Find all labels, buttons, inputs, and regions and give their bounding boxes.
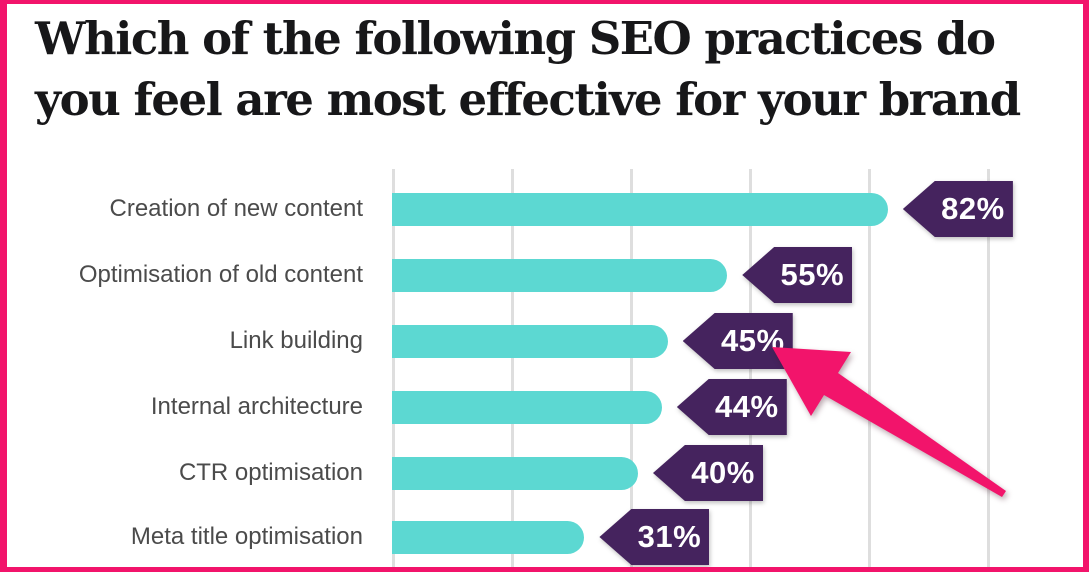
bar [392,324,668,358]
category-label: Optimisation of old content [78,261,363,288]
bar [392,520,585,554]
category-label: CTR optimisation [178,459,363,486]
chart-row: CTR optimisation 40% [7,445,1083,501]
category-label: Link building [229,327,363,354]
chart-row: Link building 45% [7,313,1083,369]
gridline [392,169,395,567]
value-label: 82% [941,191,1005,226]
value-label: 40% [691,455,755,490]
value-label: 55% [780,257,845,292]
chart-row: Meta title optimisation 31% [7,509,1083,565]
bar [392,390,662,424]
bar [392,258,728,292]
value-label: 31% [637,519,702,554]
chart-title-line-2: you feel are most effective for your bra… [35,73,1021,126]
chart-title: Which of the following SEO practices do … [35,8,1021,130]
bar [392,192,888,226]
category-label: Meta title optimisation [130,523,363,550]
gridline [511,169,514,567]
bar [392,456,638,490]
chart-row: Creation of new content 82% [7,181,1083,237]
chart-row: Internal architecture 44% [7,379,1083,435]
category-label: Internal architecture [150,393,363,420]
value-label: 44% [715,389,779,424]
category-label: Creation of new content [109,195,364,222]
chart-row: Optimisation of old content 55% [7,247,1083,303]
gridline [630,169,633,567]
value-label: 45% [720,323,785,358]
chart-title-line-1: Which of the following SEO practices do [35,12,996,65]
